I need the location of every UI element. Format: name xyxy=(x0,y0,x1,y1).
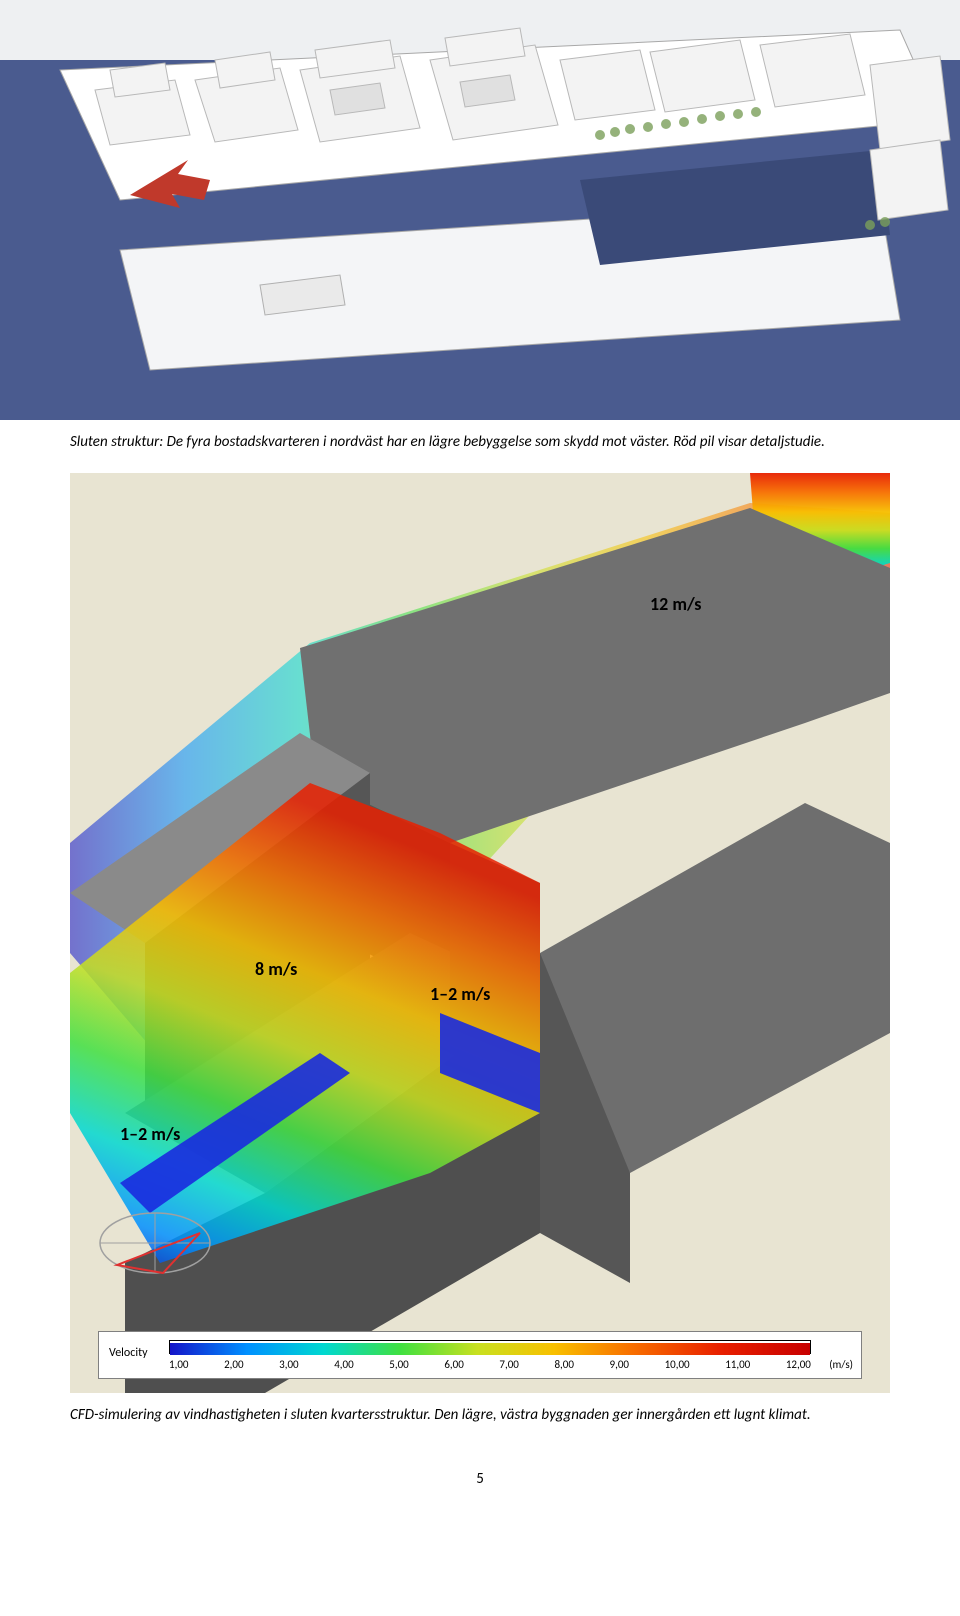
legend-ticks: 1,00 2,00 3,00 4,00 5,00 6,00 7,00 8,00 … xyxy=(169,1358,811,1374)
figure2-caption: CFD-simulering av vindhastigheten i slut… xyxy=(0,1393,960,1446)
site-aerial-figure xyxy=(0,0,960,420)
legend-tick: 11,00 xyxy=(725,1358,750,1374)
legend-tick: 1,00 xyxy=(169,1358,188,1374)
page-number: 5 xyxy=(0,1446,960,1508)
annotation-1-2ms-lower: 1–2 m/s xyxy=(120,1123,180,1145)
legend-tick: 7,00 xyxy=(499,1358,518,1374)
legend-tick: 10,00 xyxy=(665,1358,690,1374)
legend-gradient-bar xyxy=(169,1340,811,1354)
legend-tick: 4,00 xyxy=(334,1358,353,1374)
legend-tick: 12,00 xyxy=(786,1358,811,1374)
legend-unit: (m/s) xyxy=(829,1358,853,1371)
legend-tick: 2,00 xyxy=(224,1358,243,1374)
compass-icon xyxy=(100,1213,210,1273)
legend-tick: 6,00 xyxy=(444,1358,463,1374)
legend-tick: 8,00 xyxy=(554,1358,573,1374)
velocity-legend: Velocity 1,00 2,00 3,00 4,00 5,00 6,00 7… xyxy=(98,1331,862,1379)
legend-tick: 3,00 xyxy=(279,1358,298,1374)
legend-tick: 5,00 xyxy=(389,1358,408,1374)
cfd-figure: 12 m/s 8 m/s 1–2 m/s 1–2 m/s Velocity 1,… xyxy=(70,473,890,1393)
figure1-caption: Sluten struktur: De fyra bostadskvartere… xyxy=(0,420,960,473)
legend-tick: 9,00 xyxy=(610,1358,629,1374)
legend-label: Velocity xyxy=(109,1346,148,1360)
annotation-1-2ms-center: 1–2 m/s xyxy=(430,983,490,1005)
annotation-8ms: 8 m/s xyxy=(255,958,297,980)
annotation-12ms: 12 m/s xyxy=(650,593,701,615)
